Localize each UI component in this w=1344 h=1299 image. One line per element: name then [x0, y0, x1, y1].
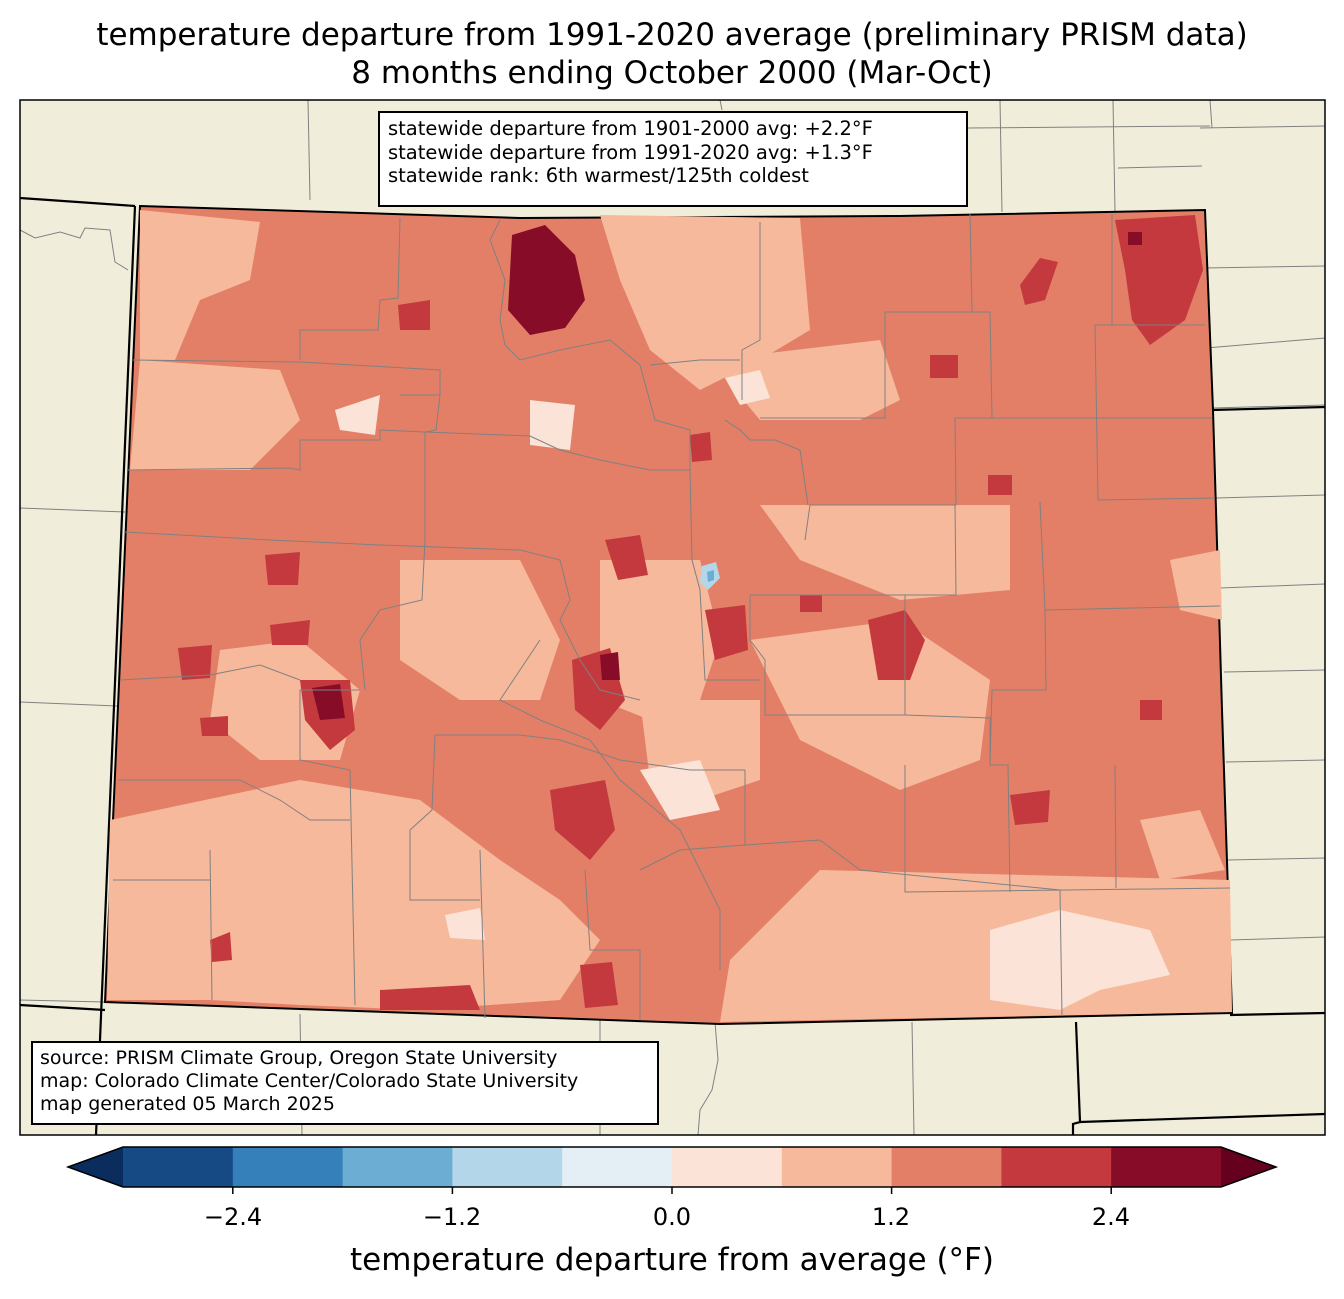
anomaly-0-0.6 — [335, 370, 1170, 1010]
colorbar-bin — [562, 1147, 673, 1187]
map-frame — [19, 99, 1326, 1136]
colorbar-bin — [1001, 1147, 1112, 1187]
stat-departure-1991-2020: statewide departure from 1991-2020 avg: … — [388, 140, 873, 164]
county-lines — [113, 213, 1231, 1020]
colorbar-bin — [891, 1147, 1002, 1187]
generated-date-line: map generated 05 March 2025 — [40, 1093, 335, 1115]
statewide-stats-box: statewide departure from 1901-2000 avg: … — [378, 111, 968, 207]
anomaly-cool-spot — [700, 562, 720, 590]
colorbar-tick-label: 2.4 — [1091, 1203, 1131, 1231]
stat-rank: statewide rank: 6th warmest/125th coldes… — [388, 164, 809, 187]
colorbar-bin — [672, 1147, 783, 1187]
anomaly-1.8-2.4 — [178, 215, 1203, 1010]
colorbar-bin — [342, 1147, 453, 1187]
map-credit-line: map: Colorado Climate Center/Colorado St… — [40, 1070, 579, 1092]
colorbar-bin — [781, 1147, 893, 1187]
colorbar — [65, 1146, 1279, 1194]
colorbar-tick-label: −2.4 — [203, 1203, 263, 1231]
colorbar-tick-label: −1.2 — [422, 1203, 482, 1231]
source-line: source: PRISM Climate Group, Oregon Stat… — [40, 1047, 558, 1069]
source-box: source: PRISM Climate Group, Oregon Stat… — [31, 1041, 659, 1125]
colorbar-bin — [123, 1147, 234, 1187]
colorbar-bin — [1111, 1147, 1222, 1187]
anomaly-2.4-3.0 — [312, 225, 1142, 720]
colorbar-outline — [65, 1146, 1279, 1188]
colorbar-under-arrow — [68, 1147, 123, 1187]
map-title: temperature departure from 1991-2020 ave… — [96, 17, 1248, 53]
colorbar-bin — [232, 1147, 344, 1187]
colorbar-tick-label: 0.0 — [652, 1203, 692, 1231]
map-subtitle: 8 months ending October 2000 (Mar-Oct) — [351, 55, 993, 91]
colorbar-over-arrow — [1221, 1147, 1276, 1187]
stat-departure-1901-2000: statewide departure from 1901-2000 avg: … — [388, 117, 873, 140]
colorbar-label: temperature departure from average (°F) — [350, 1242, 994, 1278]
colorbar-tick-label: 1.2 — [871, 1203, 911, 1231]
colorbar-bin — [452, 1147, 563, 1187]
